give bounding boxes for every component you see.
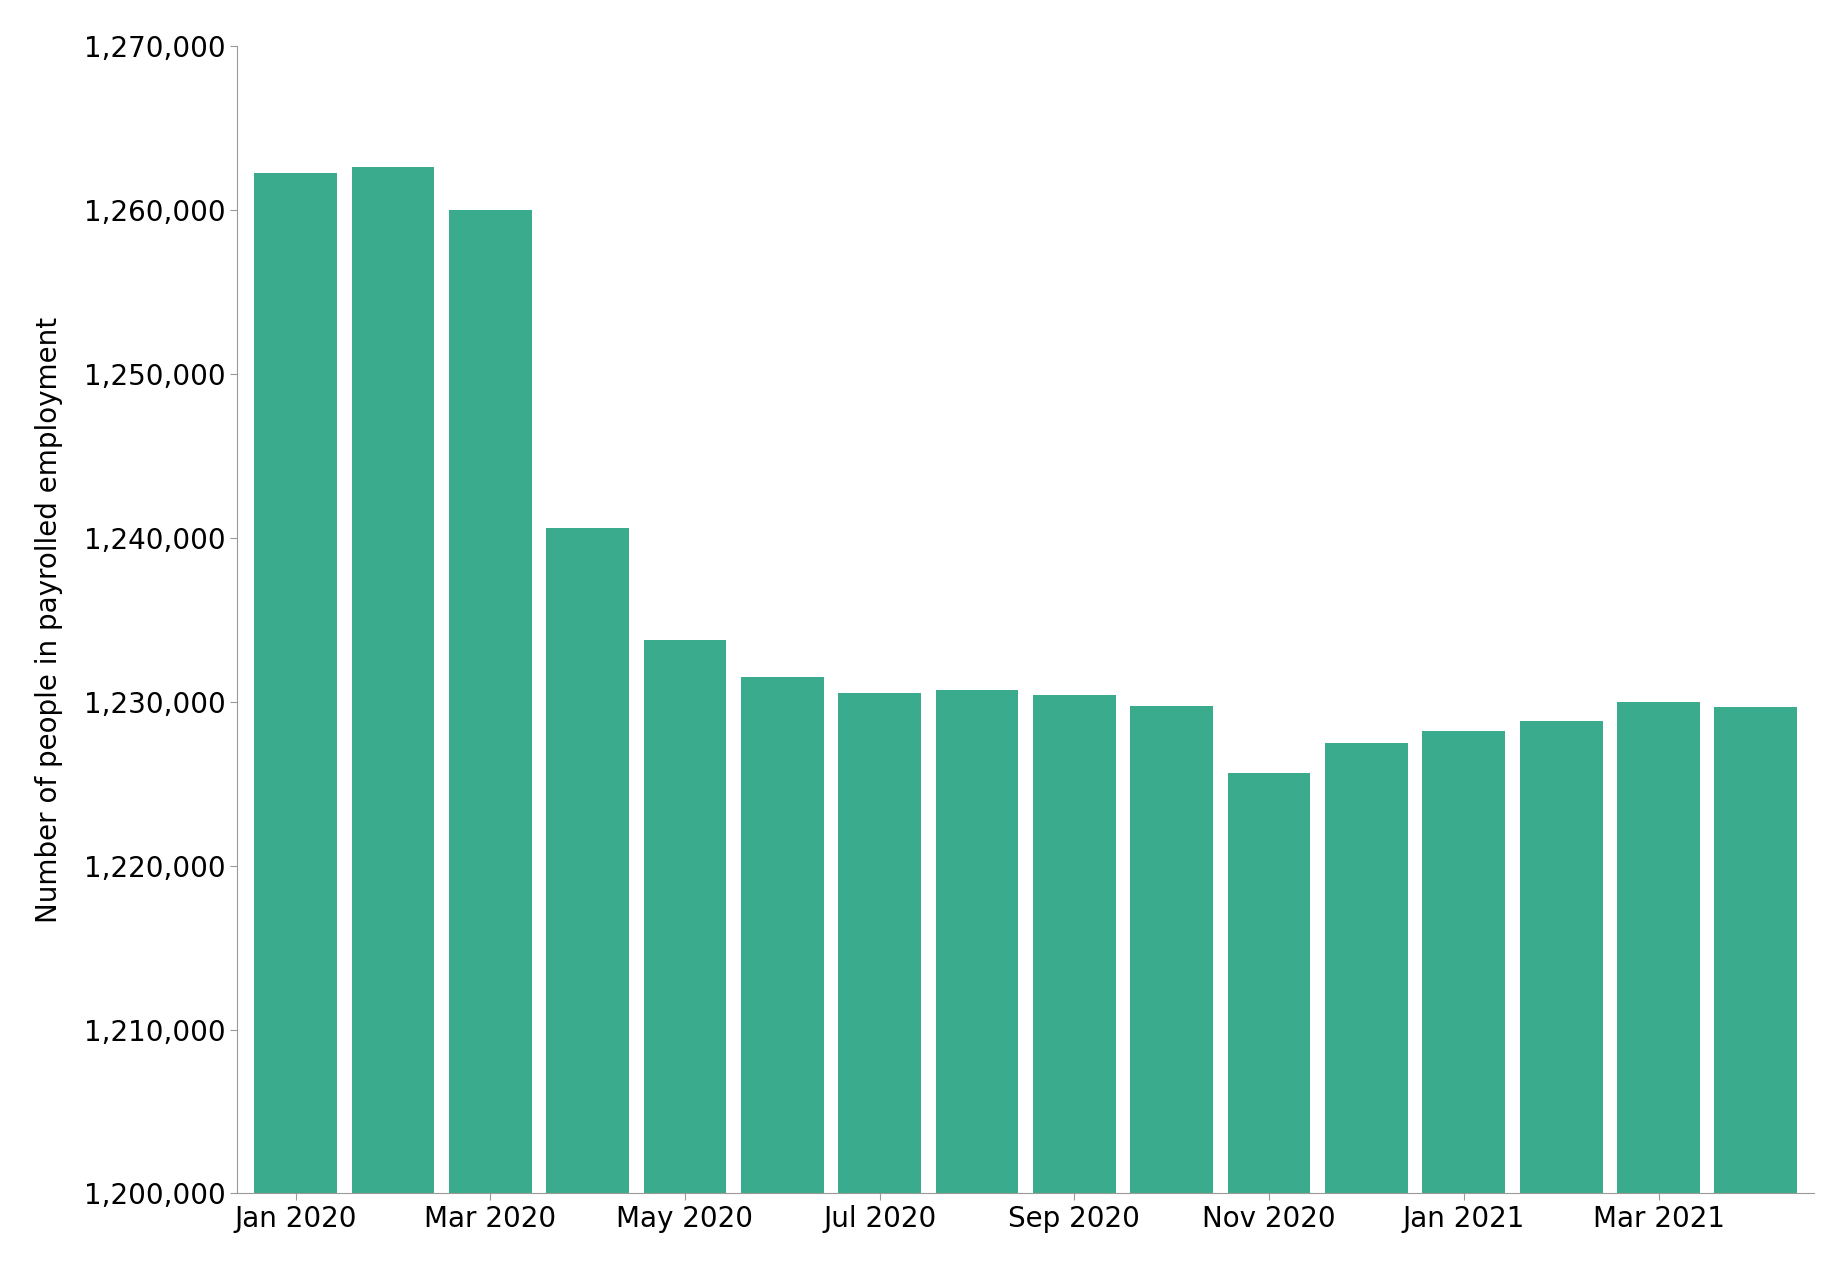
Bar: [449, 209, 532, 1268]
Bar: [1033, 695, 1114, 1268]
Bar: [741, 677, 822, 1268]
Bar: [351, 167, 434, 1268]
Bar: [837, 694, 920, 1268]
Bar: [545, 527, 628, 1268]
Bar: [643, 640, 726, 1268]
Bar: [1617, 701, 1698, 1268]
Bar: [1129, 706, 1212, 1268]
Y-axis label: Number of people in payrolled employment: Number of people in payrolled employment: [35, 317, 63, 923]
Bar: [1519, 721, 1602, 1268]
Bar: [935, 690, 1018, 1268]
Bar: [1421, 732, 1504, 1268]
Bar: [253, 172, 336, 1268]
Bar: [1713, 706, 1796, 1268]
Bar: [1325, 743, 1406, 1268]
Bar: [1227, 773, 1310, 1268]
